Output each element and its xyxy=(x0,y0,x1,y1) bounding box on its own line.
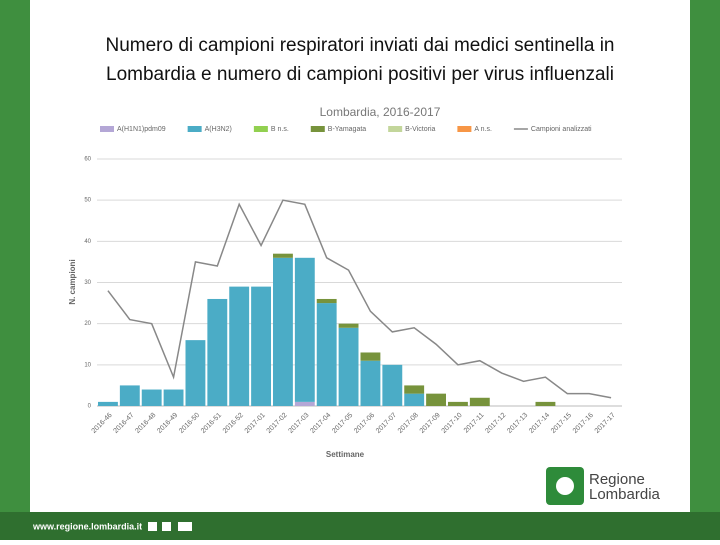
y-axis-label: N. campioni xyxy=(68,259,77,304)
legend-label: B-Yamagata xyxy=(328,126,366,133)
chart-title: Lombardia, 2016-2017 xyxy=(320,105,441,119)
legend-swatch xyxy=(388,126,403,132)
logo-icon xyxy=(556,477,574,495)
line xyxy=(107,199,612,399)
footer-bar xyxy=(0,512,720,540)
y-tick-label: 0 xyxy=(88,404,92,410)
bar xyxy=(448,401,468,406)
bar xyxy=(163,389,184,406)
bar xyxy=(404,393,425,406)
bar xyxy=(294,257,315,402)
logo-text: Lombardia xyxy=(589,486,661,503)
bar xyxy=(141,389,162,406)
footer-url: www.regione.lombardia.it xyxy=(32,521,142,531)
bar xyxy=(338,323,359,328)
slide-title: Lombardia e numero di campioni positivi … xyxy=(106,64,614,85)
legend-label: A(H1N1)pdm09 xyxy=(117,126,166,133)
legend-label: Campioni analizzati xyxy=(531,126,592,133)
bar xyxy=(294,401,315,406)
bar xyxy=(119,385,140,406)
bar xyxy=(535,401,556,406)
slide-panel xyxy=(30,0,690,512)
bar xyxy=(426,393,446,406)
bar xyxy=(251,286,271,406)
y-tick-label: 40 xyxy=(84,239,91,245)
bar xyxy=(185,340,206,406)
legend-swatch xyxy=(253,126,268,132)
legend-swatch xyxy=(100,126,114,132)
slide-title: Numero di campioni respiratori inviati d… xyxy=(105,35,614,56)
y-tick-label: 30 xyxy=(84,280,91,286)
bar xyxy=(360,352,381,361)
bar xyxy=(273,257,293,406)
legend-label: A(H3N2) xyxy=(205,126,232,133)
social-icon xyxy=(162,522,171,531)
legend-swatch xyxy=(457,126,472,132)
legend-label: B-Victoria xyxy=(405,126,435,133)
bar xyxy=(469,397,490,406)
y-tick-label: 50 xyxy=(84,198,91,204)
social-icon xyxy=(178,522,192,531)
legend-swatch xyxy=(310,126,325,132)
y-tick-label: 20 xyxy=(84,321,91,327)
bar xyxy=(316,303,337,406)
x-axis-label: Settimane xyxy=(326,450,365,459)
legend-label: B n.s. xyxy=(271,126,289,133)
legend-swatch xyxy=(187,126,202,132)
bar xyxy=(207,298,228,406)
logo-text: Regione xyxy=(589,471,645,488)
bar xyxy=(338,327,359,406)
bar xyxy=(229,286,250,406)
bar xyxy=(273,253,293,258)
bar xyxy=(382,364,403,406)
y-tick-label: 10 xyxy=(84,362,91,368)
y-tick-label: 60 xyxy=(84,157,91,163)
bar xyxy=(404,385,425,394)
social-icon xyxy=(148,522,157,531)
legend-label: A n.s. xyxy=(474,126,492,133)
bar xyxy=(316,298,337,304)
bar xyxy=(360,360,381,406)
bar xyxy=(98,401,118,406)
